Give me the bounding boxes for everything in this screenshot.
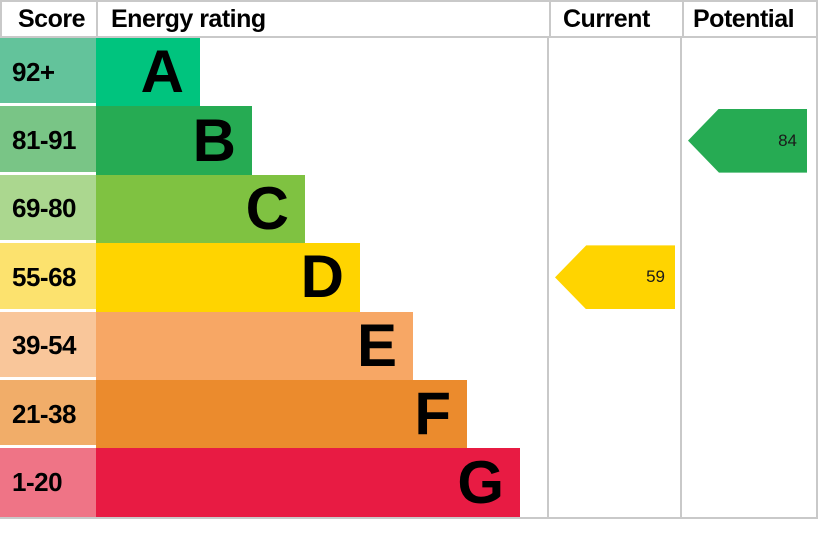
band-f-current-cell [547, 379, 680, 449]
band-a-bar-track: A [96, 38, 547, 107]
band-e-score: 39-54 [0, 311, 96, 380]
band-b-current-cell [547, 106, 680, 175]
epc-rating-table: Score Energy rating Current Potential 92… [0, 0, 818, 519]
band-e-potential-cell [680, 311, 816, 380]
band-row: 1-20 G [0, 448, 816, 517]
band-b-potential-cell: 84 [680, 106, 816, 175]
band-g-current-cell [547, 448, 680, 517]
band-c-current-cell [547, 174, 680, 244]
band-g-potential-cell [680, 448, 816, 517]
band-row: 92+ A [0, 38, 816, 107]
potential-column-header: Potential [682, 2, 816, 36]
band-b-bar: B [96, 106, 252, 175]
band-e-bar-track: E [96, 311, 547, 380]
band-a-potential-cell [680, 38, 816, 107]
band-d-score: 55-68 [0, 243, 96, 312]
score-column-header: Score [2, 2, 98, 36]
band-f-potential-cell [680, 379, 816, 449]
band-a-bar: A [96, 38, 200, 107]
band-c-potential-cell [680, 174, 816, 244]
band-g-score: 1-20 [0, 448, 96, 517]
band-d-bar-track: D [96, 243, 547, 312]
band-g-bar: G [96, 448, 520, 517]
band-f-bar: F [96, 379, 467, 449]
band-row: 39-54 E [0, 311, 816, 380]
band-row: 69-80 C [0, 174, 816, 244]
current-rating-arrow: 59 [555, 245, 675, 310]
band-d-potential-cell [680, 243, 816, 312]
band-d-current-cell: 59 [547, 243, 680, 312]
band-b-score: 81-91 [0, 106, 96, 175]
band-b-bar-track: B [96, 106, 547, 175]
band-c-bar: C [96, 174, 305, 244]
potential-rating-arrow: 84 [688, 108, 807, 173]
band-a-current-cell [547, 38, 680, 107]
band-f-score: 21-38 [0, 379, 96, 449]
band-a-score: 92+ [0, 38, 96, 107]
band-row: 81-91 B 84 [0, 106, 816, 175]
band-d-bar: D [96, 243, 360, 312]
band-c-bar-track: C [96, 174, 547, 244]
current-column-header: Current [549, 2, 682, 36]
band-row: 21-38 F [0, 379, 816, 449]
table-header: Score Energy rating Current Potential [0, 2, 816, 38]
band-c-score: 69-80 [0, 174, 96, 244]
energy-rating-column-header: Energy rating [111, 4, 266, 33]
band-e-bar: E [96, 311, 413, 380]
band-e-current-cell [547, 311, 680, 380]
band-f-bar-track: F [96, 379, 547, 449]
band-g-bar-track: G [96, 448, 547, 517]
band-row: 55-68 D 59 [0, 243, 816, 312]
